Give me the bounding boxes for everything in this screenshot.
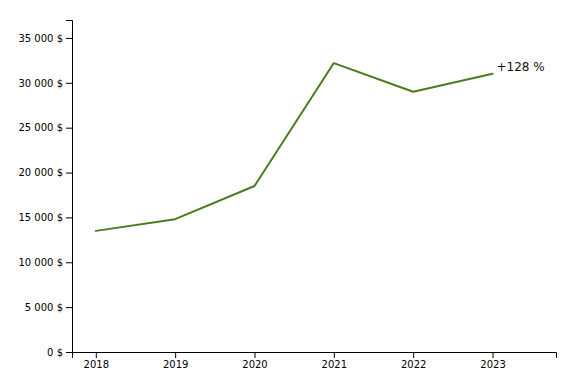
x-tick: 2021 (322, 352, 347, 370)
x-tick-mark (493, 352, 494, 358)
x-tick-label: 2023 (480, 359, 505, 370)
annotation: +128 % (496, 60, 544, 74)
y-axis: 0 $ 5 000 $ 10 000 $ 15 000 $ 20 000 $ 25 000… (18, 21, 72, 358)
x-tick: 2023 (480, 352, 505, 370)
y-tick-label: 30 000 $ (18, 78, 63, 89)
y-tick-label: 5 000 $ (25, 302, 63, 313)
marks (96, 63, 493, 231)
x-tick-mark (96, 352, 97, 358)
y-tick-label: 20 000 $ (18, 167, 63, 178)
x-tick: 2018 (84, 352, 109, 370)
x-tick-label: 2022 (401, 359, 426, 370)
y-tick: 25 000 $ (18, 122, 72, 133)
x-tick-label: 2020 (242, 359, 267, 370)
x-tick-label: 2018 (84, 359, 109, 370)
y-tick: 0 $ (47, 347, 72, 358)
x-tick-mark (254, 352, 255, 358)
annotations: +128 % (496, 60, 544, 74)
y-axis-line (66, 21, 73, 353)
y-tick-label: 15 000 $ (18, 212, 63, 223)
x-axis-line (73, 353, 557, 359)
x-tick: 2020 (242, 352, 267, 370)
y-tick: 10 000 $ (18, 257, 72, 268)
y-tick-mark (66, 128, 72, 129)
y-tick-label: 0 $ (47, 347, 63, 358)
chart: 2018 2019 2020 2021 2022 2023 0 $ 5 000 $ 10 000… (0, 0, 576, 388)
plot: 2018 2019 2020 2021 2022 2023 0 $ 5 000 $ 10 000… (18, 21, 556, 371)
line (96, 63, 493, 231)
y-tick-label: 25 000 $ (18, 122, 63, 133)
y-tick-label: 35 000 $ (18, 33, 63, 44)
x-tick-label: 2021 (322, 359, 347, 370)
y-tick-mark (66, 217, 72, 218)
x-tick: 2019 (163, 352, 188, 370)
y-tick-mark (66, 173, 72, 174)
y-tick-mark (66, 352, 72, 353)
y-tick-mark (66, 307, 72, 308)
x-axis: 2018 2019 2020 2021 2022 2023 (73, 352, 557, 370)
y-tick: 30 000 $ (18, 78, 72, 89)
y-tick: 35 000 $ (18, 33, 72, 44)
x-tick-label: 2019 (163, 359, 188, 370)
y-tick-mark (66, 262, 72, 263)
y-tick-mark (66, 83, 72, 84)
y-tick: 5 000 $ (25, 302, 72, 313)
y-tick-label: 10 000 $ (18, 257, 63, 268)
x-tick: 2022 (401, 352, 426, 370)
x-tick-mark (334, 352, 335, 358)
y-tick: 20 000 $ (18, 167, 72, 178)
y-tick: 15 000 $ (18, 212, 72, 223)
x-tick-mark (413, 352, 414, 358)
y-tick-mark (66, 38, 72, 39)
x-tick-mark (175, 352, 176, 358)
